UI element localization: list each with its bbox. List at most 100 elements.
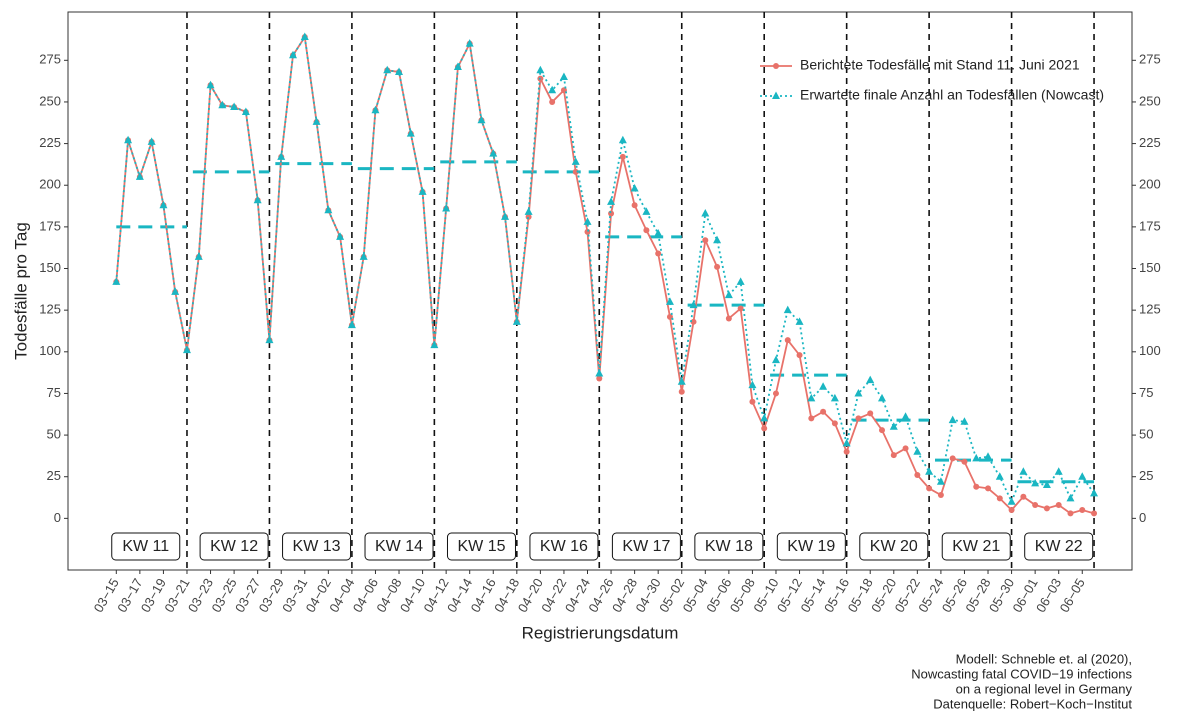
point: [808, 415, 815, 422]
point: [902, 445, 909, 452]
point: [724, 290, 733, 299]
caption: Nowcasting fatal COVID−19 infections: [911, 666, 1132, 681]
point: [571, 157, 580, 165]
point: [677, 377, 686, 385]
point: [643, 227, 650, 234]
y2-tick-label: 250: [1139, 93, 1161, 108]
point: [559, 72, 568, 80]
week-box: [364, 532, 434, 561]
point: [890, 452, 897, 459]
week-box: [776, 532, 846, 561]
point: [855, 415, 862, 422]
week-box: [199, 532, 269, 561]
y2-tick-label: 125: [1139, 302, 1161, 317]
x-axis-title: Registrierungsdatum: [522, 623, 679, 642]
point: [655, 250, 662, 257]
point: [713, 235, 722, 244]
point: [948, 415, 957, 424]
week-box: [694, 532, 764, 561]
point: [701, 209, 710, 217]
point: [453, 62, 462, 70]
point: [536, 65, 545, 74]
y-tick-label: 50: [47, 427, 61, 442]
point: [112, 277, 121, 285]
point: [312, 117, 321, 125]
y2-tick-label: 0: [1139, 510, 1146, 525]
point: [761, 425, 768, 432]
week-box: [111, 532, 181, 561]
point: [265, 335, 274, 344]
week-label: KW 14: [375, 538, 423, 555]
point: [666, 313, 673, 320]
point: [572, 168, 579, 175]
legend-marker: [773, 63, 779, 69]
point: [830, 393, 839, 402]
y2-tick-label: 50: [1139, 427, 1153, 442]
point: [324, 205, 333, 214]
point: [596, 375, 603, 382]
point: [913, 447, 922, 455]
point: [347, 320, 356, 329]
y-tick-label: 75: [47, 385, 61, 400]
week-label: KW 19: [787, 538, 835, 555]
point: [1066, 493, 1075, 502]
point: [820, 408, 827, 415]
week-label: KW 13: [293, 538, 341, 555]
week-label: KW 11: [122, 538, 169, 555]
point: [654, 229, 663, 237]
point: [925, 467, 934, 475]
point: [583, 217, 592, 225]
point: [1054, 467, 1063, 475]
point: [241, 107, 250, 115]
point: [936, 477, 945, 485]
point: [749, 398, 756, 405]
y2-tick-label: 75: [1139, 385, 1153, 400]
caption: Modell: Schneble et. al (2020),: [956, 651, 1132, 666]
point: [854, 388, 863, 397]
y-tick-label: 175: [39, 218, 61, 233]
point: [618, 135, 627, 144]
point: [795, 317, 804, 325]
y-tick-label: 100: [39, 343, 61, 358]
point: [748, 380, 757, 389]
point: [1032, 502, 1039, 509]
week-box: [941, 532, 1011, 561]
week-label: KW 22: [1035, 538, 1083, 555]
series-line: [115, 34, 1095, 504]
point: [253, 195, 262, 204]
point: [783, 305, 792, 314]
week-label: KW 15: [457, 538, 505, 555]
point: [1067, 510, 1074, 517]
point: [124, 135, 133, 144]
point: [336, 232, 345, 240]
point: [937, 492, 944, 499]
y2-tick-label: 175: [1139, 218, 1161, 233]
point: [1008, 507, 1015, 514]
point: [772, 390, 779, 397]
week-label: KW 21: [952, 538, 1000, 555]
week-box: [446, 532, 516, 561]
week-label: KW 17: [622, 538, 670, 555]
y-tick-label: 275: [39, 52, 61, 67]
point: [289, 50, 297, 59]
y-tick-label: 125: [39, 302, 61, 317]
point: [230, 102, 239, 110]
point: [843, 448, 850, 455]
point: [395, 67, 404, 75]
point: [549, 98, 556, 105]
point: [784, 337, 791, 344]
caption: on a regional level in Germany: [956, 681, 1133, 696]
point: [607, 197, 616, 205]
legend-label: Berichtete Todesfälle mit Stand 11. Juni…: [800, 57, 1080, 73]
point: [135, 172, 144, 180]
y-tick-label: 225: [39, 135, 61, 150]
point: [1079, 507, 1086, 514]
legend-marker: [772, 91, 780, 99]
point: [702, 237, 709, 244]
week-label: KW 18: [705, 538, 753, 555]
point: [819, 382, 828, 390]
point: [901, 412, 910, 420]
point: [1043, 505, 1050, 512]
point: [878, 393, 886, 402]
point: [985, 485, 992, 492]
